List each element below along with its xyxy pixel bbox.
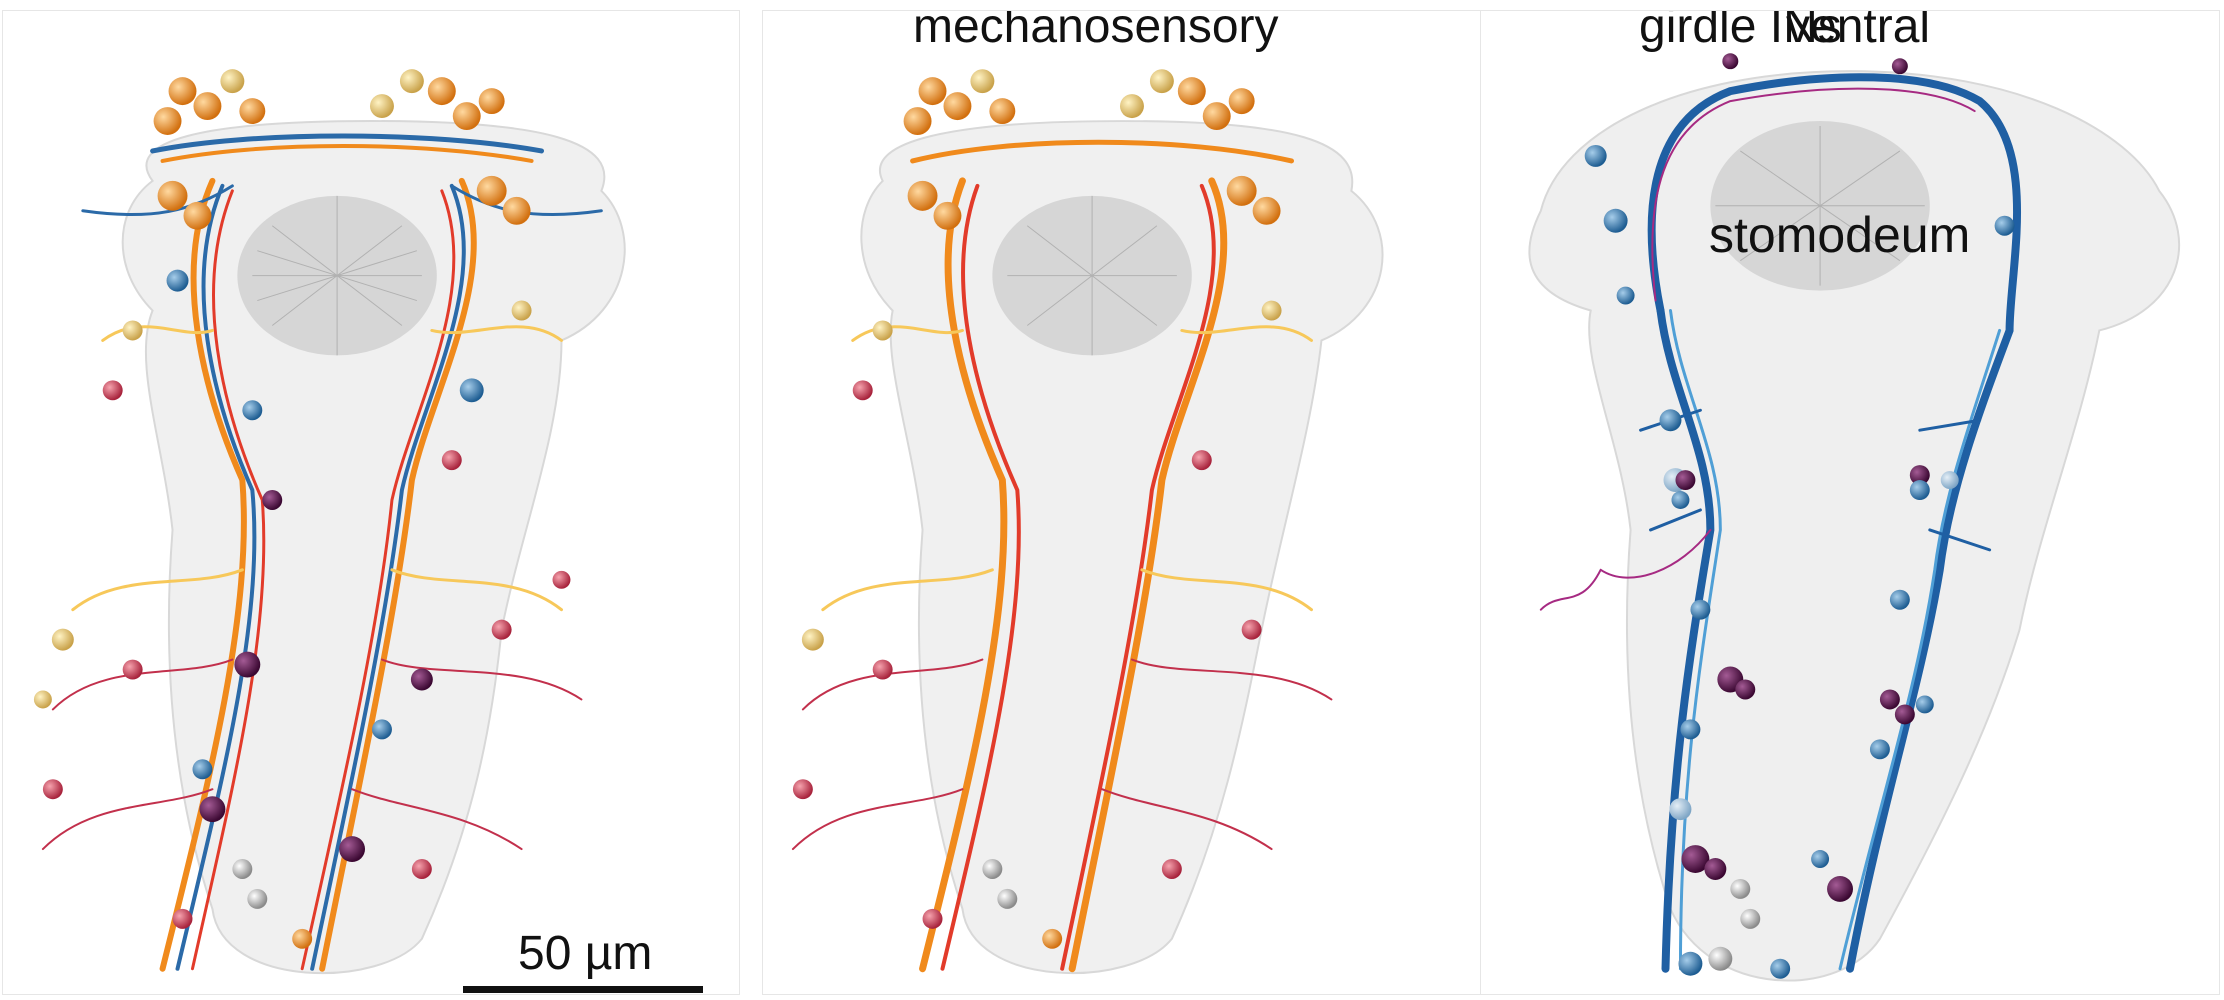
scale-bar-label: 50 µm [518,927,653,980]
panel-all-neurons: 50 µm [2,10,740,995]
panel-title-overlap: ventral [1786,10,1931,53]
neuron-render-all [33,69,626,975]
panel-mechanosensory: mechanosensory [762,10,1482,995]
stomodeum-label: stomodeum [1709,207,1971,263]
panel-title: mechanosensory [913,10,1279,53]
panel-title: girdle INs [1639,10,1842,53]
body-outline [1528,70,2181,982]
neuron-render-mechanosensory [791,69,1384,975]
scale-bar [463,986,703,993]
body-outline [121,120,626,975]
panel-girdle: girdle INs ventral stomodeum [1480,10,2220,995]
neuron-render-girdle [1528,53,2181,982]
